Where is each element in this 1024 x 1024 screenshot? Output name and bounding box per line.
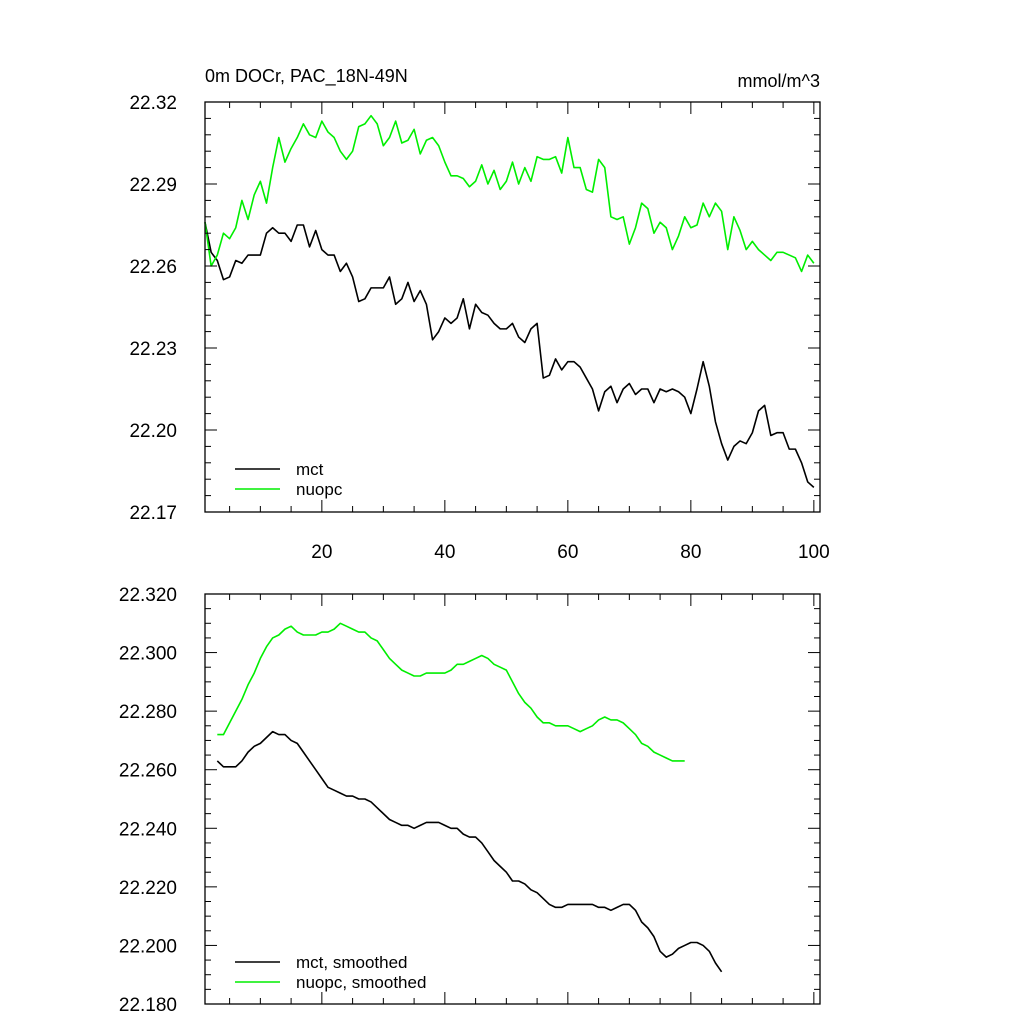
x-tick-label: 60 xyxy=(557,542,578,563)
legend-label: nuopc, smoothed xyxy=(296,973,426,992)
legend-label: mct xyxy=(296,460,324,479)
y-tick-label: 22.32 xyxy=(129,93,177,114)
x-tick-label: 20 xyxy=(311,542,332,563)
axis-ticks xyxy=(205,593,820,1005)
units-label: mmol/m^3 xyxy=(738,71,820,91)
chart-title: 0m DOCr, PAC_18N-49N xyxy=(205,66,408,87)
series-lines xyxy=(204,114,815,488)
y-tick-label: 22.320 xyxy=(119,585,177,606)
y-tick-label: 22.200 xyxy=(119,936,177,957)
series-line-nuopc-smoothed xyxy=(217,622,685,762)
y-tick-label: 22.180 xyxy=(119,995,177,1016)
x-tick-label: 100 xyxy=(798,542,830,563)
bottom-panel: 22.180 22.200 22.220 22.240 22.260 22.280 22.3… xyxy=(119,585,821,1016)
y-tick-label: 22.220 xyxy=(119,878,177,899)
legend-label: nuopc xyxy=(296,480,343,499)
y-tick-label: 22.26 xyxy=(129,257,177,278)
series-line-mct-smoothed xyxy=(216,730,723,973)
axis-ticks xyxy=(205,101,820,513)
y-tick-label: 22.29 xyxy=(129,175,177,196)
plot-frame xyxy=(204,101,821,513)
tick-labels: 22.180 22.200 22.220 22.240 22.260 22.280 22.3… xyxy=(119,585,177,1016)
top-panel: 0m DOCr, PAC_18N-49N mmol/m^3 22.17 22.20… xyxy=(129,66,829,563)
y-tick-label: 22.280 xyxy=(119,702,177,723)
plot-frame xyxy=(204,593,821,1005)
y-tick-label: 22.17 xyxy=(129,503,177,524)
y-tick-label: 22.260 xyxy=(119,761,177,782)
y-tick-label: 22.23 xyxy=(129,339,177,360)
x-tick-label: 80 xyxy=(680,542,701,563)
tick-labels: 22.17 22.20 22.23 22.26 22.29 22.32 20 40 60 80 10… xyxy=(129,93,829,563)
legend-label: mct, smoothed xyxy=(296,953,408,972)
series-line-nuopc xyxy=(204,114,815,273)
y-tick-label: 22.240 xyxy=(119,819,177,840)
y-tick-label: 22.20 xyxy=(129,421,177,442)
x-tick-label: 40 xyxy=(434,542,455,563)
series-lines xyxy=(216,622,723,973)
series-line-mct xyxy=(204,222,815,488)
y-tick-label: 22.300 xyxy=(119,644,177,665)
